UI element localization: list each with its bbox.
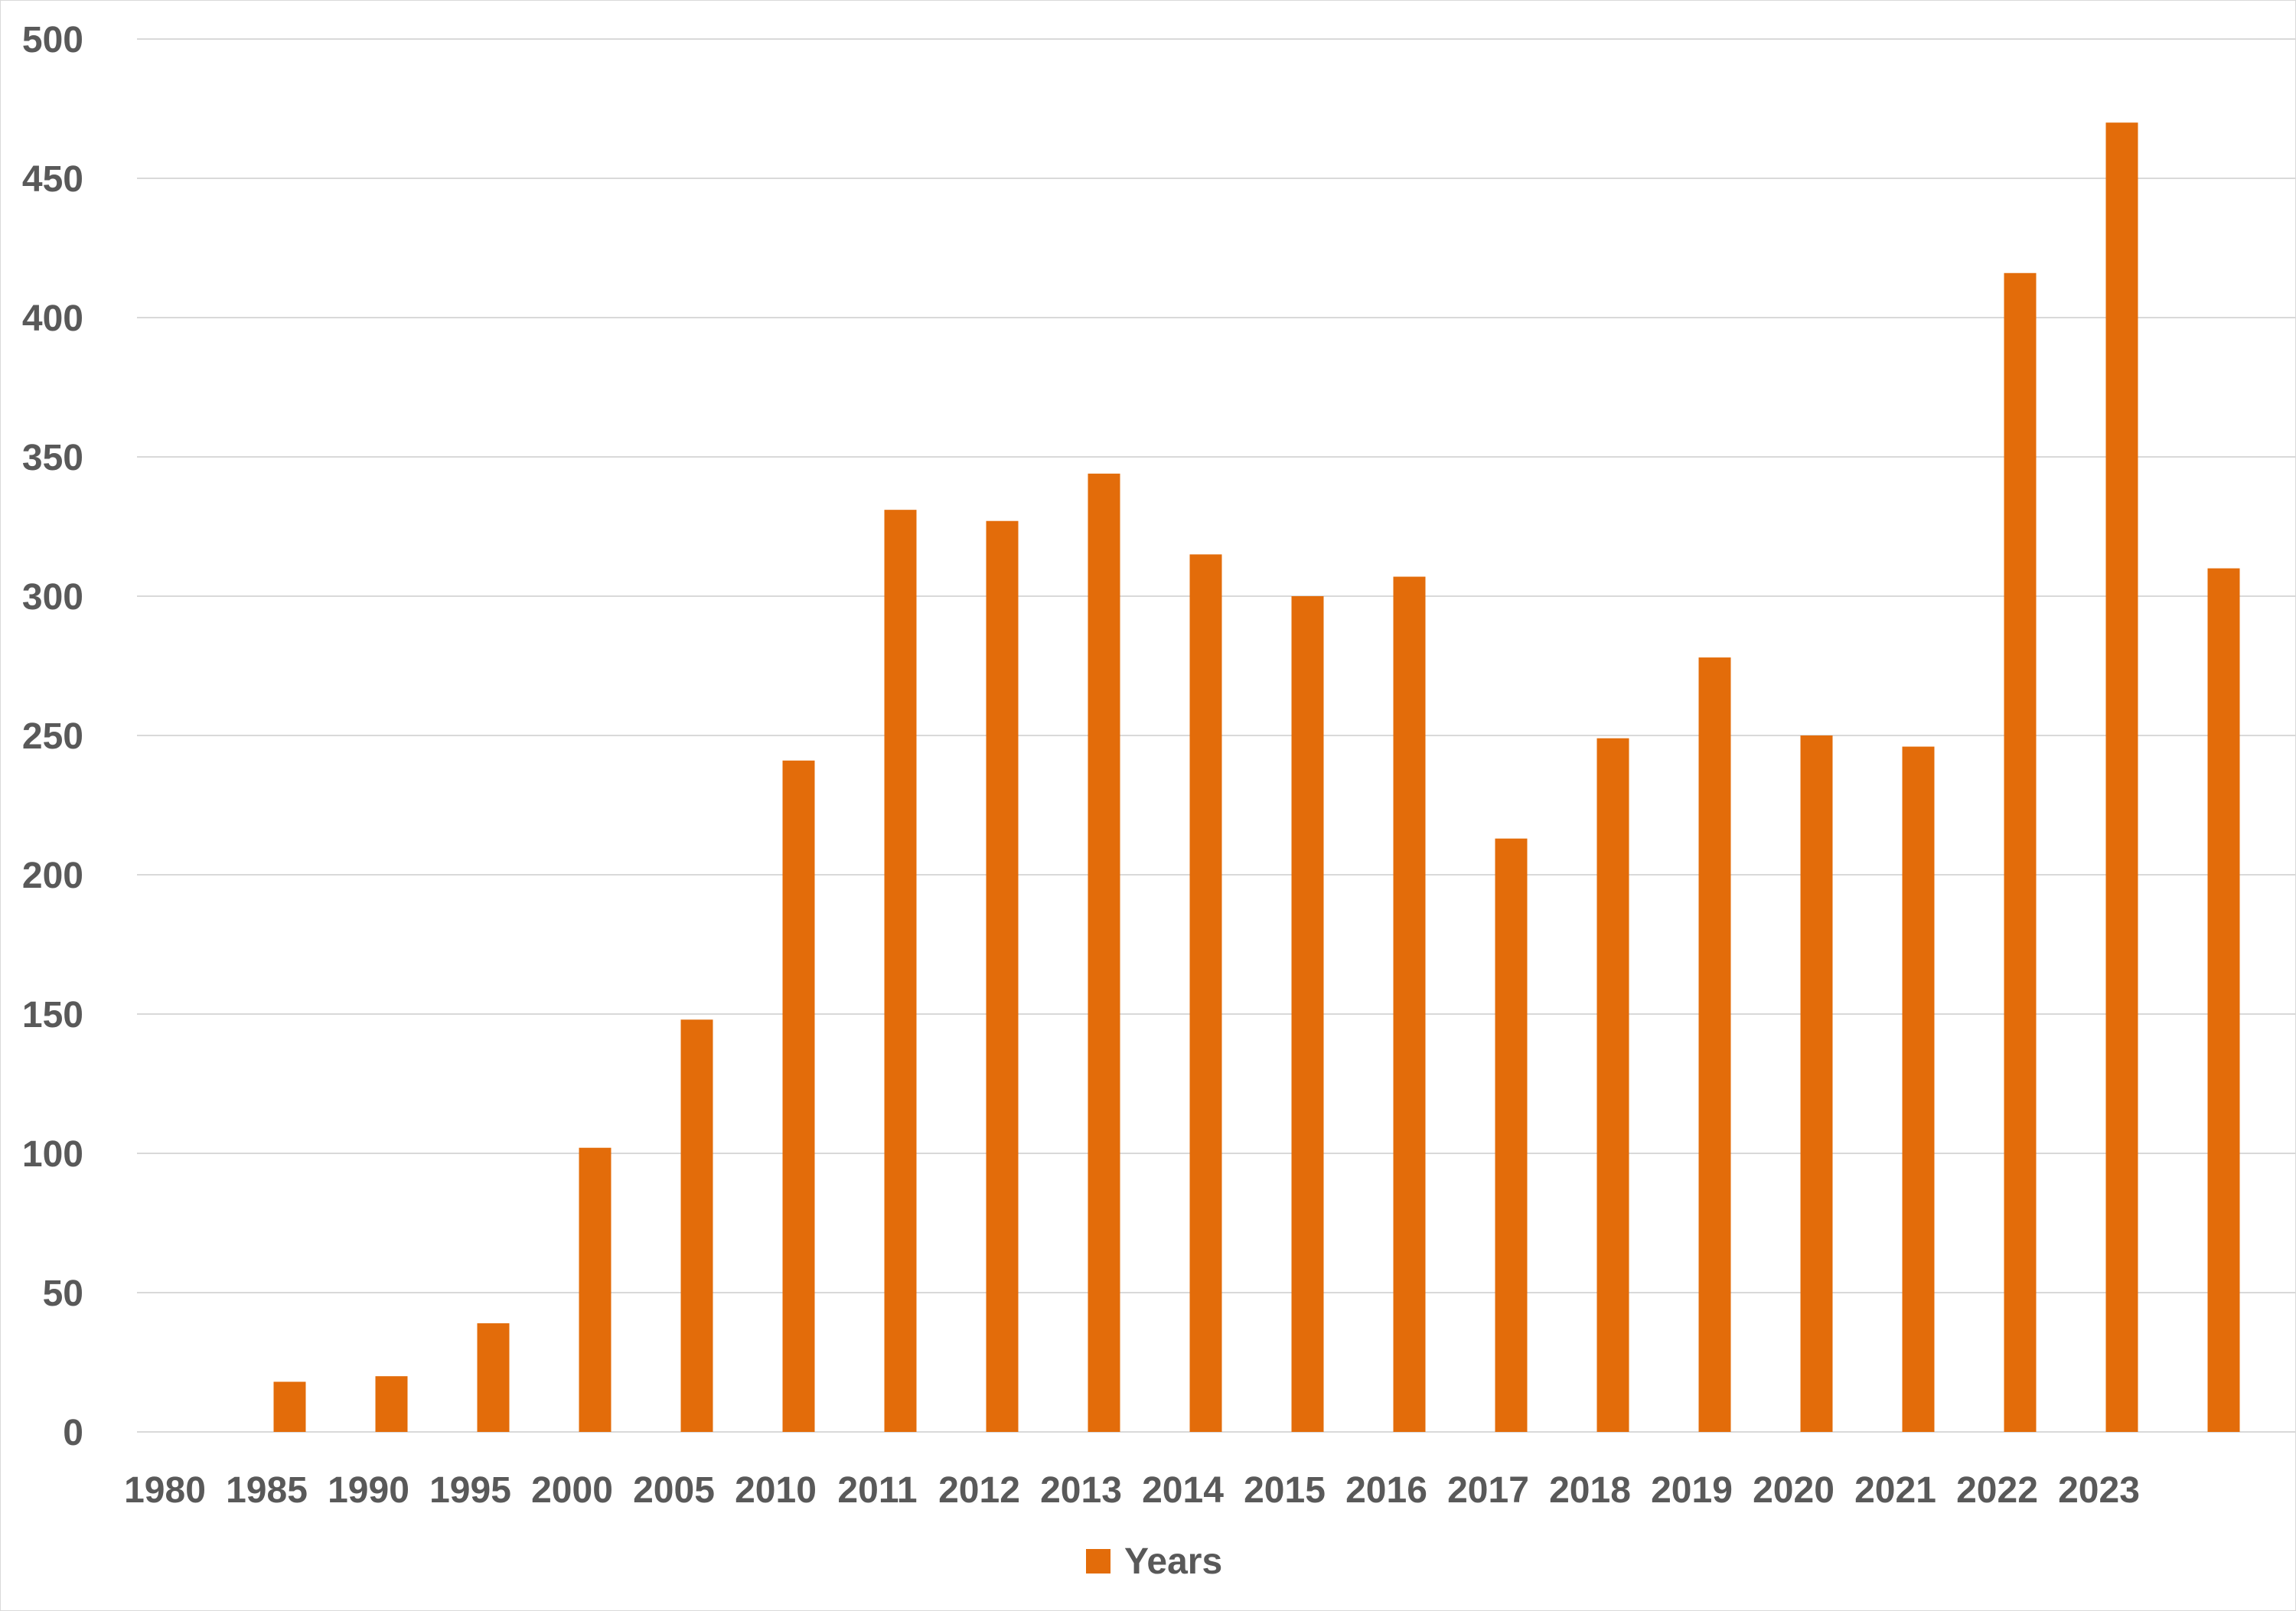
y-tick-label: 200 <box>22 856 83 896</box>
x-tick-label: 2021 <box>1854 1470 1936 1511</box>
x-tick-label: 2022 <box>1956 1470 2038 1511</box>
bar <box>579 1147 612 1432</box>
x-tick-label: 1980 <box>124 1470 206 1511</box>
bar <box>477 1323 510 1432</box>
x-tick-label: 2013 <box>1040 1470 1122 1511</box>
bar <box>1902 746 1935 1432</box>
y-tick-label: 0 <box>63 1413 83 1453</box>
bar <box>375 1376 408 1432</box>
legend-swatch <box>1086 1549 1110 1573</box>
bar <box>1393 576 1426 1432</box>
x-tick-label: 2012 <box>938 1470 1020 1511</box>
y-tick-label: 150 <box>22 995 83 1035</box>
y-tick-label: 350 <box>22 438 83 478</box>
bar <box>1088 473 1120 1432</box>
bar <box>986 520 1019 1432</box>
y-tick-label: 100 <box>22 1134 83 1175</box>
x-tick-label: 2018 <box>1549 1470 1631 1511</box>
bar <box>273 1381 306 1432</box>
bar <box>1495 838 1528 1432</box>
x-tick-label: 2011 <box>837 1470 917 1511</box>
x-tick-label: 2014 <box>1142 1470 1224 1511</box>
x-tick-label: 2023 <box>2058 1470 2140 1511</box>
bars <box>273 122 2240 1433</box>
x-tick-label: 2016 <box>1345 1470 1427 1511</box>
legend-label: Years <box>1124 1541 1222 1582</box>
x-tick-label: 2000 <box>531 1470 613 1511</box>
bar <box>1698 657 1731 1432</box>
bar <box>2004 272 2037 1432</box>
y-tick-label: 500 <box>22 20 83 60</box>
x-tick-label: 1995 <box>429 1470 511 1511</box>
y-tick-label: 250 <box>22 716 83 757</box>
x-tick-label: 2017 <box>1447 1470 1529 1511</box>
x-tick-label: 1985 <box>226 1470 308 1511</box>
x-tick-label: 2020 <box>1753 1470 1835 1511</box>
bar <box>2105 122 2138 1433</box>
bar <box>680 1019 713 1432</box>
x-tick-label: 2005 <box>633 1470 715 1511</box>
x-tick-label: 2019 <box>1651 1470 1733 1511</box>
bar <box>1189 554 1222 1432</box>
x-tick-label: 1990 <box>328 1470 409 1511</box>
y-tick-label: 450 <box>22 159 83 200</box>
bar <box>1291 596 1324 1432</box>
y-axis-ticks: 0 50 100 150 200 250 300 350 400 450 500 <box>22 20 83 1453</box>
y-tick-label: 300 <box>22 577 83 618</box>
x-tick-label: 2015 <box>1244 1470 1326 1511</box>
bar <box>884 510 917 1433</box>
y-tick-label: 50 <box>43 1273 83 1314</box>
bar <box>1800 735 1833 1432</box>
bar <box>1596 738 1629 1432</box>
bar <box>2207 568 2240 1432</box>
x-axis-ticks: 1980 1985 1990 1995 2000 2005 2010 2011 2012 2013… <box>124 1470 2140 1511</box>
bar <box>782 760 815 1432</box>
y-tick-label: 400 <box>22 298 83 339</box>
legend: Years <box>1086 1541 1222 1582</box>
x-tick-label: 2010 <box>735 1470 817 1511</box>
